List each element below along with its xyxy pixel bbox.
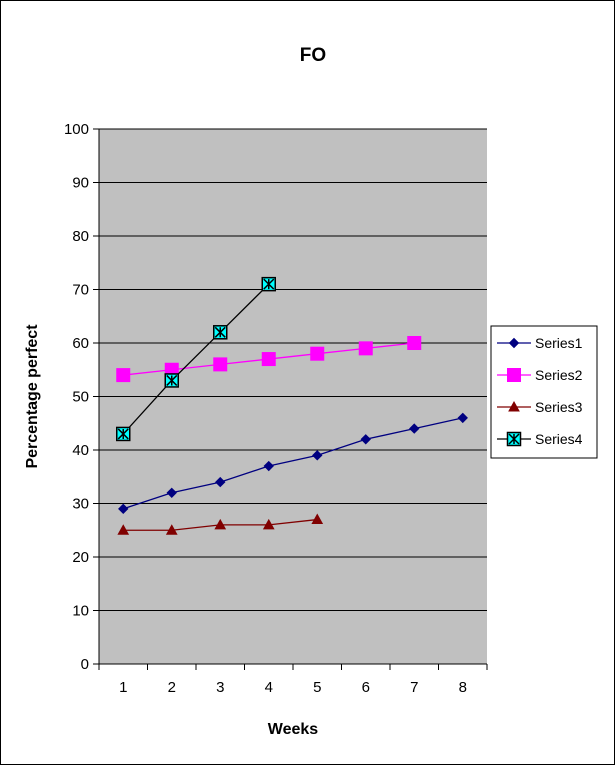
legend-marker xyxy=(508,337,520,349)
series-4-point xyxy=(261,276,276,292)
legend-label: Series2 xyxy=(535,367,583,383)
series-3-point xyxy=(165,524,178,535)
series-4-point xyxy=(116,426,131,442)
legend-item-2: Series2 xyxy=(497,367,583,383)
x-tick-label: 7 xyxy=(410,679,418,696)
series-4 xyxy=(116,276,276,442)
series-1-line xyxy=(123,417,463,510)
series-2-point xyxy=(261,352,276,367)
x-axis-title: Weeks xyxy=(268,721,319,738)
gridlines xyxy=(99,128,487,665)
y-tick-label: 80 xyxy=(72,228,89,245)
y-axis-title: Percentage perfect xyxy=(24,324,41,469)
y-tick-label: 70 xyxy=(72,282,89,299)
y-tick-label: 10 xyxy=(72,603,89,620)
legend-item-3: Series3 xyxy=(497,399,583,415)
series-3-point xyxy=(214,518,227,530)
y-tick-label: 0 xyxy=(81,656,89,673)
series-2-point xyxy=(358,341,373,356)
legend-label: Series3 xyxy=(535,399,583,415)
chart-title: FO xyxy=(300,45,326,66)
series-4-point xyxy=(164,373,179,388)
series-4-point-star xyxy=(214,326,226,338)
legend-marker xyxy=(508,400,520,412)
series-4-point xyxy=(213,325,228,340)
x-tick-label: 6 xyxy=(362,679,370,696)
legend-marker xyxy=(507,368,521,382)
legend-item-4: Series4 xyxy=(497,431,583,447)
axes: 0 10 20 30 40 50 60 70 80 90 100 1 2 3 4 5 6 7 8 xyxy=(64,121,488,696)
x-tick-label: 2 xyxy=(168,679,176,696)
series-4-point-star xyxy=(166,374,178,386)
legend-item-1: Series1 xyxy=(497,335,583,351)
series-1 xyxy=(118,412,468,515)
legend-marker xyxy=(506,431,522,447)
series-layer xyxy=(116,276,468,535)
y-tick-label: 50 xyxy=(72,389,89,406)
series-3-point xyxy=(311,513,324,525)
legend-marker-star xyxy=(508,433,520,445)
series-1-point xyxy=(457,412,468,424)
series-1-point xyxy=(263,460,274,472)
legend-label: Series1 xyxy=(535,335,583,351)
x-tick-label: 8 xyxy=(459,679,467,696)
x-tick-label: 3 xyxy=(216,679,224,696)
y-tick-label: 90 xyxy=(72,175,89,192)
series-2-point xyxy=(407,336,422,350)
y-tick-label: 30 xyxy=(72,496,89,513)
series-3-point xyxy=(117,524,130,535)
series-1-point xyxy=(312,450,323,461)
y-tick-label: 40 xyxy=(72,442,89,459)
series-1-point xyxy=(118,503,129,515)
series-1-point xyxy=(166,487,177,499)
x-tick-label: 4 xyxy=(265,679,273,696)
y-tick-label: 20 xyxy=(72,549,89,566)
series-2 xyxy=(116,336,422,383)
series-4-line xyxy=(122,283,270,435)
series-2-point xyxy=(116,368,131,383)
series-2-point xyxy=(310,346,325,361)
x-tick-label: 5 xyxy=(313,679,321,696)
series-1-point xyxy=(215,476,226,488)
legend: Series1 Series2 Series3 Series4 xyxy=(490,325,598,459)
y-tick-label: 100 xyxy=(64,121,89,138)
series-4-point-star xyxy=(263,278,275,290)
series-3 xyxy=(117,513,324,535)
x-tick-label: 1 xyxy=(119,679,127,696)
series-1-point xyxy=(360,434,371,445)
legend-label: Series4 xyxy=(535,431,583,447)
y-tick-label: 60 xyxy=(72,335,89,352)
series-3-point xyxy=(262,518,275,530)
series-2-point xyxy=(213,357,228,372)
series-4-point-star xyxy=(117,428,129,440)
series-1-point xyxy=(409,423,420,434)
